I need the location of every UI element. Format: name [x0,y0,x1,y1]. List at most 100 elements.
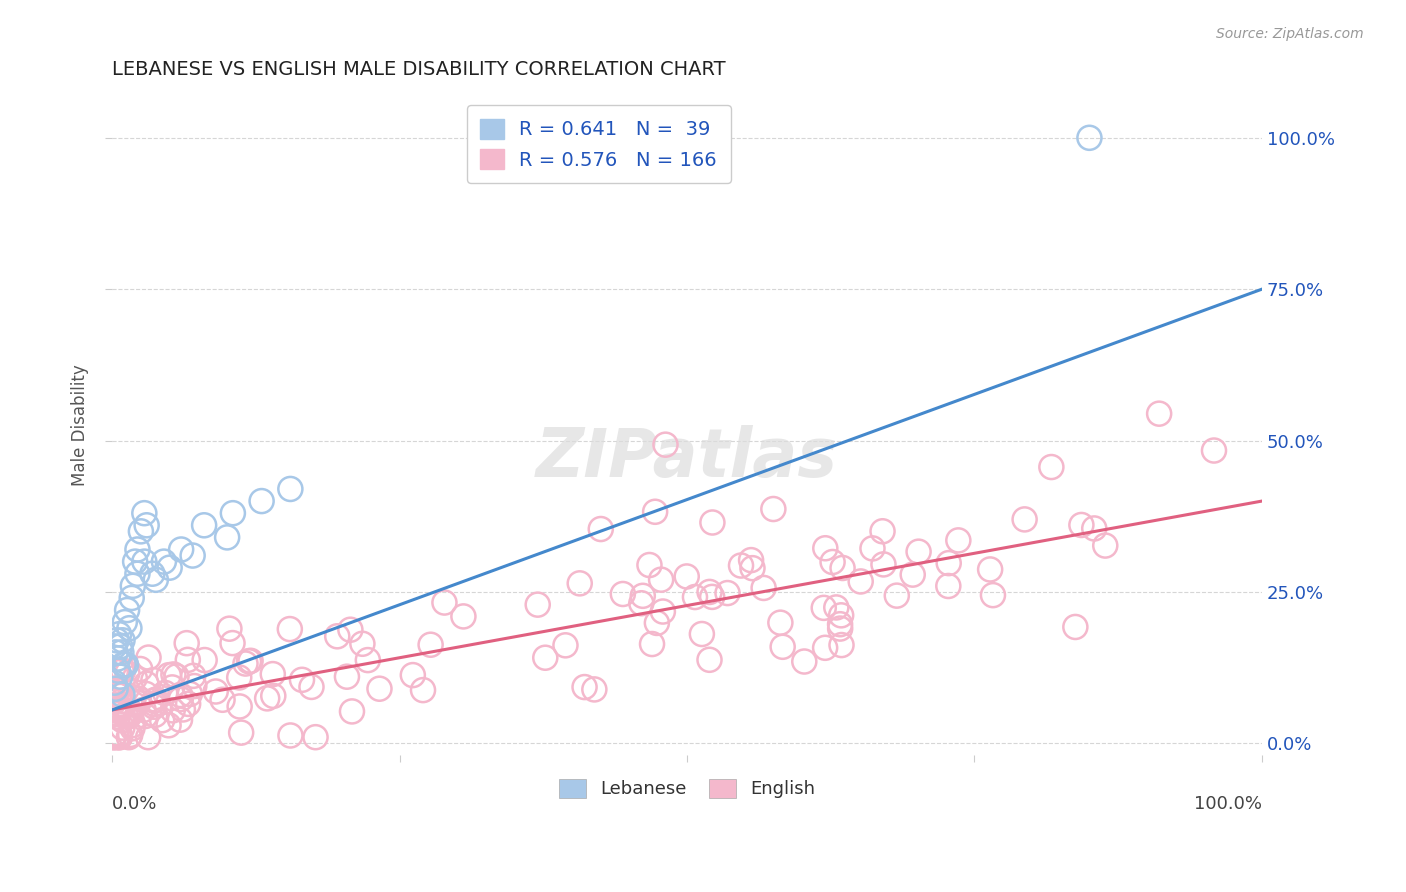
Point [699,585,721,599]
Point [110,645,132,659]
Point [112,657,135,672]
Point [103,730,125,744]
Point [433,596,456,610]
Point [107,702,129,716]
Point [112,664,135,678]
Point [134,555,156,569]
Point [129,662,152,676]
Point [1202,443,1225,458]
Point [278,622,301,636]
Point [907,544,929,558]
Point [568,576,591,591]
Point [103,703,125,717]
Text: Source: ZipAtlas.com: Source: ZipAtlas.com [1216,27,1364,41]
Point [135,687,157,701]
Point [554,638,576,652]
Point [862,541,884,556]
Point [162,667,184,681]
Point [103,695,125,709]
Point [176,636,198,650]
Point [127,696,149,710]
Point [740,553,762,567]
Y-axis label: Male Disability: Male Disability [72,365,89,486]
Point [762,502,785,516]
Point [169,713,191,727]
Point [979,562,1001,576]
Point [675,569,697,583]
Point [231,725,253,739]
Point [526,598,548,612]
Point [111,633,134,648]
Point [160,681,183,695]
Point [221,636,243,650]
Point [120,728,142,742]
Point [645,615,668,630]
Point [453,609,475,624]
Point [872,524,894,539]
Point [981,588,1004,602]
Point [901,567,924,582]
Point [170,542,193,557]
Point [111,713,134,727]
Point [115,681,138,696]
Point [716,586,738,600]
Point [105,633,128,648]
Point [115,657,138,672]
Point [143,697,166,711]
Point [135,518,157,533]
Point [134,709,156,723]
Point [641,637,664,651]
Point [108,640,131,654]
Point [177,697,200,711]
Point [121,718,143,732]
Point [172,702,194,716]
Point [134,506,156,520]
Point [352,637,374,651]
Point [103,640,125,654]
Point [583,682,606,697]
Point [228,699,250,714]
Point [831,638,853,652]
Point [831,561,853,575]
Point [752,581,775,595]
Point [118,709,141,723]
Point [127,542,149,557]
Point [115,708,138,723]
Point [104,682,127,697]
Point [162,703,184,717]
Point [143,707,166,722]
Point [153,686,176,700]
Point [239,654,262,668]
Point [121,579,143,593]
Point [107,651,129,665]
Point [825,600,848,615]
Point [256,691,278,706]
Point [105,706,128,721]
Point [108,728,131,742]
Point [145,573,167,587]
Point [122,690,145,705]
Point [159,560,181,574]
Point [654,438,676,452]
Point [111,721,134,735]
Point [170,692,193,706]
Point [107,664,129,678]
Point [235,657,257,671]
Point [872,558,894,572]
Point [828,617,851,632]
Point [177,653,200,667]
Point [228,670,250,684]
Point [143,694,166,708]
Point [650,573,672,587]
Point [157,668,180,682]
Point [121,721,143,735]
Point [262,689,284,703]
Point [217,530,239,544]
Point [105,730,128,744]
Point [1147,407,1170,421]
Point [690,627,713,641]
Point [169,688,191,702]
Point [589,522,612,536]
Point [117,706,139,720]
Point [222,506,245,520]
